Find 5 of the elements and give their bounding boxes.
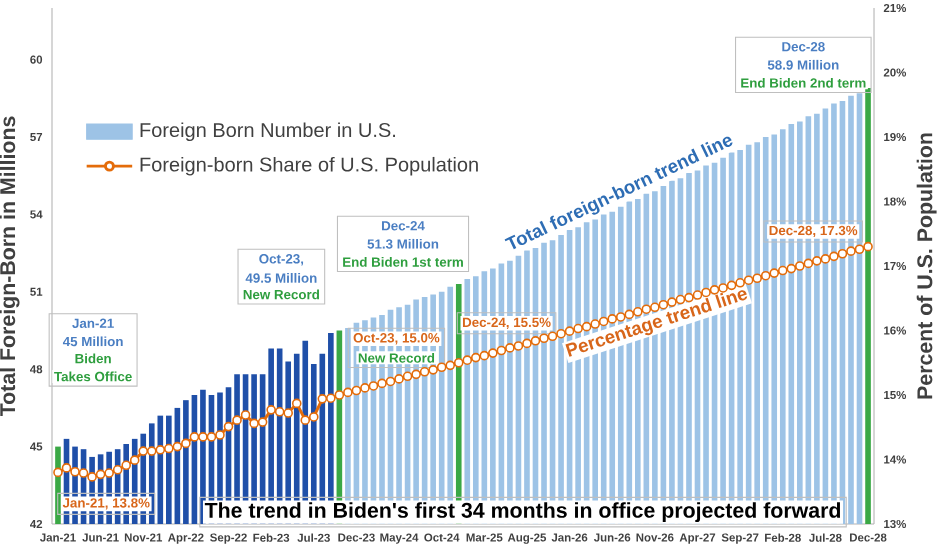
legend-label: Foreign Born Number in U.S. — [140, 122, 395, 142]
y2-axis-title: Percent of U.S. Population — [916, 133, 937, 399]
y-axis-title: Total Foreign-Born in Millions — [0, 116, 20, 417]
legend-label: Foreign-born Share of U.S. Population — [140, 156, 478, 176]
annotation: The trend in Biden's first 34 months in office projected forward — [204, 502, 841, 523]
